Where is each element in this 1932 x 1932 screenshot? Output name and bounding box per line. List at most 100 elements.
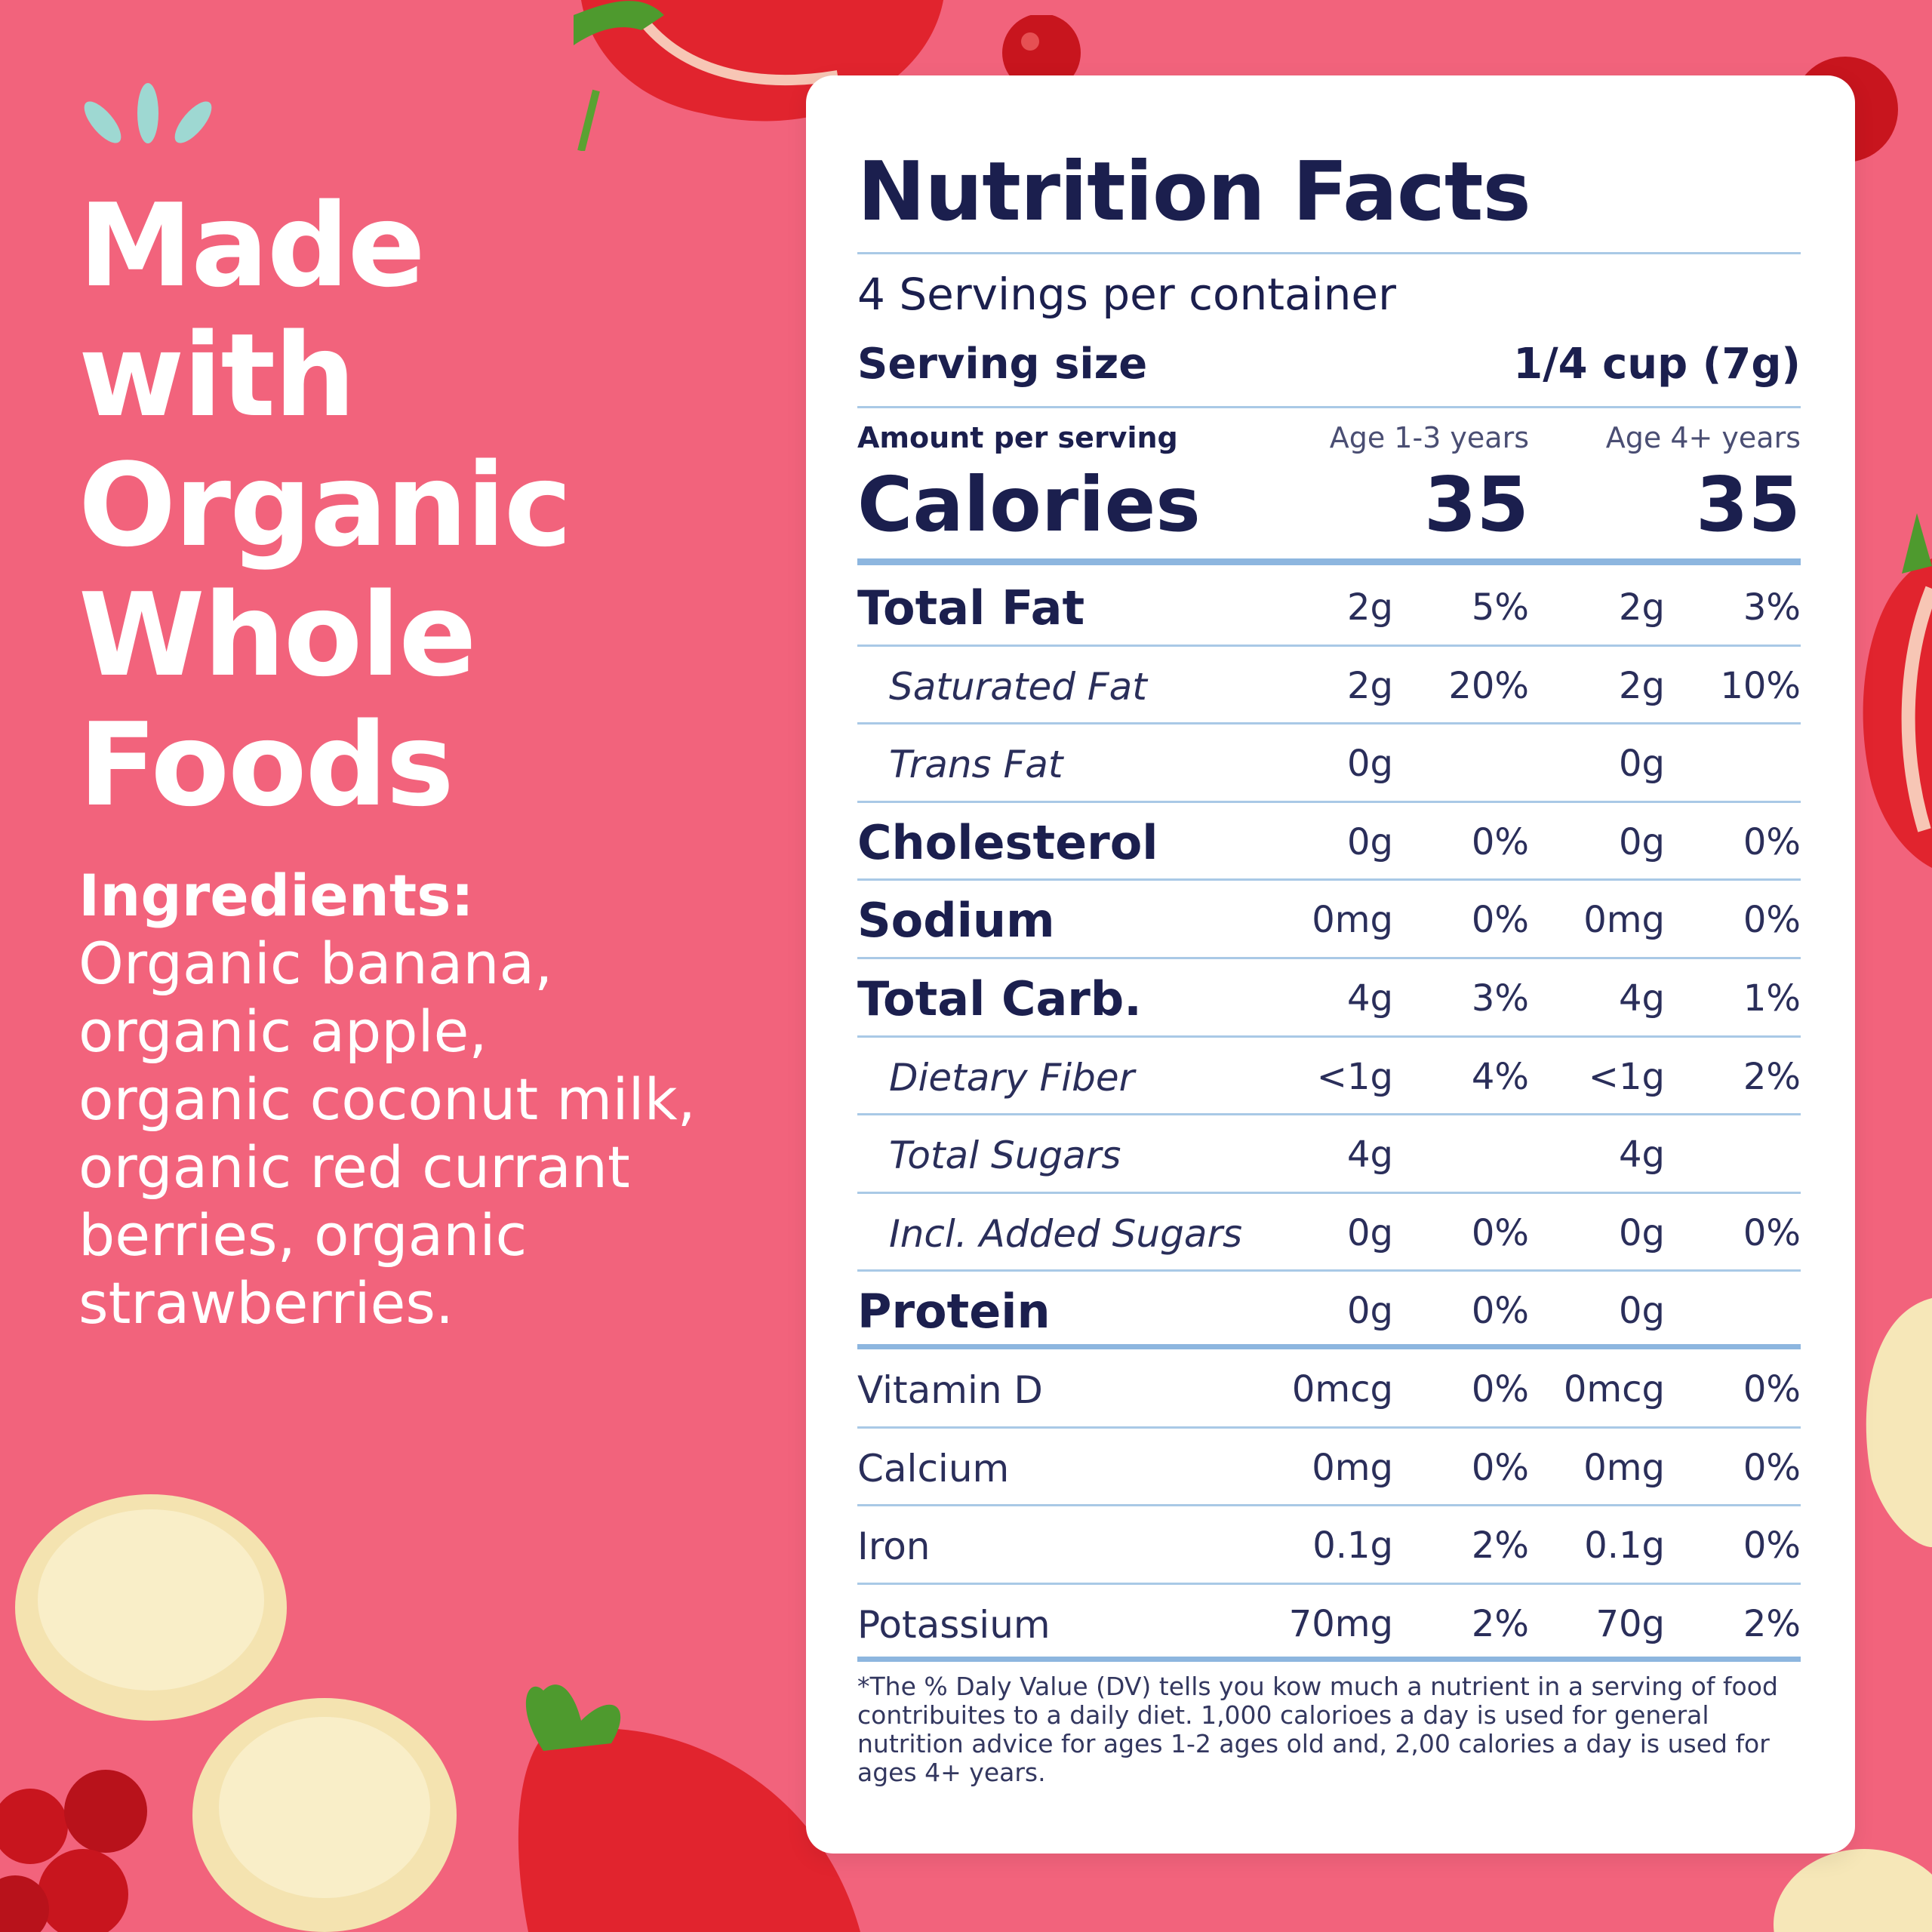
headline: Made with Organic Whole Foods bbox=[78, 181, 682, 830]
amount-age-2: 0g bbox=[1618, 1290, 1665, 1333]
ingredients-line: organic coconut milk, bbox=[78, 1066, 696, 1133]
dv-age-2: 0% bbox=[1743, 1211, 1801, 1254]
age-group-2-label: Age 4+ years bbox=[1605, 421, 1801, 454]
amount-age-2: 2g bbox=[1618, 664, 1665, 707]
amount-age-1: 0g bbox=[1346, 743, 1393, 786]
ingredients-line: berries, organic bbox=[78, 1201, 528, 1269]
nutrient-name: Incl. Added Sugars bbox=[889, 1211, 1243, 1256]
nutrient-row: Incl. Added Sugars 0g 0% 0g 0% bbox=[857, 1192, 1801, 1270]
nutrient-name: Cholesterol bbox=[857, 814, 1158, 870]
divider bbox=[857, 644, 1801, 647]
nutrient-row: Sodium 0mg 0% 0mg 0% bbox=[857, 879, 1801, 957]
strawberry-bottom-image bbox=[518, 1684, 860, 1932]
ingredients-list: Organic banana, organic apple, organic c… bbox=[78, 930, 758, 1337]
divider bbox=[857, 1582, 1801, 1585]
divider bbox=[857, 957, 1801, 959]
nutrient-row: Saturated Fat 2g 20% 2g 10% bbox=[857, 645, 1801, 723]
dv-age-1: 0% bbox=[1471, 1368, 1529, 1411]
dv-age-1: 3% bbox=[1471, 977, 1529, 1020]
banana-slice-right-image bbox=[1866, 1298, 1932, 1547]
amount-age-2: 0g bbox=[1618, 743, 1665, 786]
divider bbox=[857, 1504, 1801, 1507]
nutrient-row: Total Carb. 4g 3% 4g 1% bbox=[857, 958, 1801, 1035]
nutrient-row: Trans Fat 0g 0g bbox=[857, 723, 1801, 801]
dv-age-2: 3% bbox=[1743, 586, 1801, 629]
nutrition-facts-panel: Nutrition Facts 4 Servings per container… bbox=[806, 75, 1855, 1854]
amount-age-1: 0.1g bbox=[1312, 1524, 1393, 1567]
amount-age-2: 4g bbox=[1618, 1134, 1665, 1177]
amount-age-1: 4g bbox=[1346, 977, 1393, 1020]
nutrient-row: Vitamin D 0mcg 0% 0mcg 0% bbox=[857, 1349, 1801, 1426]
amount-age-1: <1g bbox=[1316, 1055, 1393, 1098]
serving-size-label: Serving size bbox=[857, 340, 1148, 389]
calories-label: Calories bbox=[857, 460, 1201, 549]
headline-line: Foods bbox=[78, 698, 454, 832]
amount-age-1: 0g bbox=[1346, 820, 1393, 863]
amount-age-1: 70mg bbox=[1288, 1602, 1393, 1645]
ingredients-line: strawberries. bbox=[78, 1269, 454, 1337]
ingredients-title: Ingredients: bbox=[78, 862, 474, 929]
amount-age-1: 0g bbox=[1346, 1290, 1393, 1333]
daily-value-footnote: *The % Daly Value (DV) tells you kow muc… bbox=[857, 1672, 1778, 1787]
headline-line: Organic bbox=[78, 438, 572, 572]
amount-age-2: <1g bbox=[1588, 1055, 1665, 1098]
nutrient-name: Vitamin D bbox=[857, 1368, 1043, 1412]
amount-age-1: 0mg bbox=[1312, 899, 1393, 942]
divider bbox=[857, 1191, 1801, 1194]
divider bbox=[857, 1035, 1801, 1038]
nutrient-name: Saturated Fat bbox=[889, 664, 1147, 709]
serving-size-row: Serving size 1/4 cup (7g) bbox=[857, 340, 1801, 389]
banana-slice-bottom-image bbox=[192, 1698, 457, 1932]
red-currants-bottom-left-image bbox=[0, 1770, 147, 1932]
nutrient-name: Calcium bbox=[857, 1446, 1010, 1491]
nutrient-name: Trans Fat bbox=[889, 743, 1063, 787]
serving-size-value: 1/4 cup (7g) bbox=[1513, 340, 1801, 389]
dv-age-2: 2% bbox=[1743, 1055, 1801, 1098]
dv-age-1: 0% bbox=[1471, 820, 1529, 863]
amount-age-2: 0g bbox=[1618, 1211, 1665, 1254]
leaf-logo-icon bbox=[84, 83, 212, 143]
nutrient-name: Total Sugars bbox=[889, 1134, 1121, 1178]
divider bbox=[857, 1113, 1801, 1116]
headline-line: Made bbox=[78, 179, 426, 312]
amount-age-2: 4g bbox=[1618, 977, 1665, 1020]
ingredients-line: organic apple, bbox=[78, 998, 488, 1065]
nutrient-name: Total Fat bbox=[857, 580, 1085, 635]
divider bbox=[857, 722, 1801, 725]
amount-age-1: 4g bbox=[1346, 1134, 1393, 1177]
servings-per-container: 4 Servings per container bbox=[857, 269, 1396, 320]
amount-age-2: 0g bbox=[1618, 820, 1665, 863]
nutrition-facts-title: Nutrition Facts bbox=[857, 145, 1531, 239]
thick-divider bbox=[857, 1657, 1801, 1663]
amount-age-1: 0mg bbox=[1312, 1446, 1393, 1489]
divider bbox=[857, 1426, 1801, 1429]
nutrient-name: Iron bbox=[857, 1524, 931, 1569]
amount-age-2: 0mg bbox=[1583, 899, 1665, 942]
dv-age-2: 0% bbox=[1743, 1446, 1801, 1489]
amount-age-2: 2g bbox=[1618, 586, 1665, 629]
nutrient-row: Cholesterol 0g 0% 0g 0% bbox=[857, 801, 1801, 879]
amount-age-2: 0mg bbox=[1583, 1446, 1665, 1489]
dv-age-1: 0% bbox=[1471, 1446, 1529, 1489]
amount-age-1: 2g bbox=[1346, 664, 1393, 707]
thick-divider bbox=[857, 1344, 1801, 1349]
nutrient-row: Protein 0g 0% 0g bbox=[857, 1270, 1801, 1348]
dv-age-2: 0% bbox=[1743, 1368, 1801, 1411]
calories-value-age-2: 35 bbox=[1695, 460, 1801, 549]
nutrient-row: Potassium 70mg 2% 70g 2% bbox=[857, 1583, 1801, 1661]
calories-value-age-1: 35 bbox=[1423, 460, 1529, 549]
divider bbox=[857, 252, 1801, 254]
divider bbox=[857, 1269, 1801, 1272]
dv-age-1: 2% bbox=[1471, 1602, 1529, 1645]
amount-age-2: 0mcg bbox=[1563, 1368, 1665, 1411]
ingredients-line: Organic banana, bbox=[78, 930, 553, 997]
nutrient-row: Total Sugars 4g 4g bbox=[857, 1114, 1801, 1192]
dv-age-1: 0% bbox=[1471, 899, 1529, 942]
headline-line: with bbox=[78, 309, 355, 442]
nutrient-name: Sodium bbox=[857, 893, 1055, 949]
ingredients-line: organic red currant bbox=[78, 1134, 630, 1201]
amount-age-2: 0.1g bbox=[1584, 1524, 1665, 1567]
nutrient-name: Protein bbox=[857, 1284, 1051, 1340]
nutrient-name: Dietary Fiber bbox=[889, 1055, 1135, 1100]
amount-per-serving-label: Amount per serving bbox=[857, 421, 1178, 454]
